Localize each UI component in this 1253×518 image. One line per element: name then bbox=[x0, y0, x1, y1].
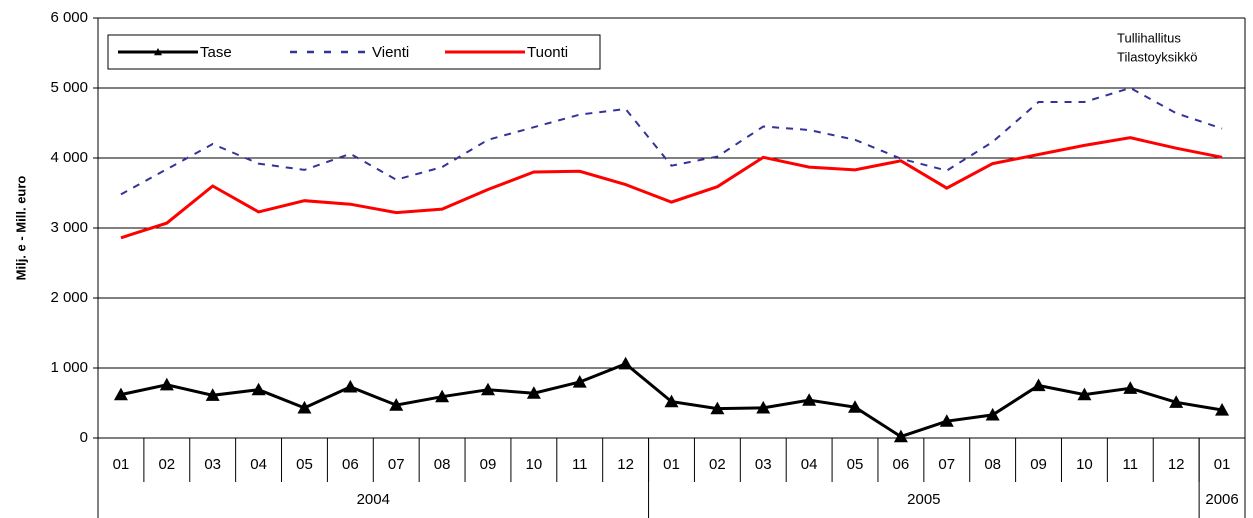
x-tick-label: 03 bbox=[755, 456, 772, 473]
legend-label: Vienti bbox=[372, 44, 409, 61]
x-tick-label: 06 bbox=[342, 456, 359, 473]
x-tick-label: 02 bbox=[709, 456, 726, 473]
x-tick-label: 01 bbox=[113, 456, 130, 473]
point-marker bbox=[985, 407, 1000, 421]
x-tick-label: 09 bbox=[480, 456, 497, 473]
x-tick-label: 10 bbox=[526, 456, 543, 473]
x-tick-label: 07 bbox=[938, 456, 955, 473]
x-tick-label: 03 bbox=[204, 456, 221, 473]
point-marker bbox=[435, 389, 450, 403]
point-marker bbox=[939, 414, 954, 427]
y-tick-label: 3 000 bbox=[50, 219, 88, 236]
x-tick-label: 05 bbox=[847, 456, 864, 473]
y-tick-label: 1 000 bbox=[50, 359, 88, 376]
y-tick-label: 0 bbox=[80, 429, 88, 446]
point-marker bbox=[526, 386, 541, 399]
annotation: Tullihallitus bbox=[1117, 30, 1181, 45]
point-marker bbox=[1031, 378, 1046, 392]
series-line bbox=[120, 136, 1223, 240]
point-marker bbox=[893, 429, 908, 443]
x-tick-label: 12 bbox=[617, 456, 634, 473]
y-tick-label: 6 000 bbox=[50, 9, 88, 26]
point-marker bbox=[113, 387, 128, 401]
group-label: 2004 bbox=[357, 491, 390, 508]
annotation: Tilastoyksikkö bbox=[1117, 49, 1197, 64]
point-marker bbox=[251, 382, 266, 396]
x-tick-label: 04 bbox=[801, 456, 818, 473]
point-marker bbox=[1169, 395, 1184, 408]
x-tick-label: 01 bbox=[663, 456, 680, 473]
y-tick-label: 4 000 bbox=[50, 149, 88, 166]
x-tick-label: 01 bbox=[1214, 456, 1231, 473]
point-marker bbox=[618, 356, 633, 370]
point-marker bbox=[572, 375, 587, 388]
group-label: 2006 bbox=[1205, 491, 1238, 508]
x-tick-label: 09 bbox=[1030, 456, 1047, 473]
legend-marker bbox=[154, 48, 162, 56]
point-marker bbox=[480, 382, 495, 396]
x-tick-label: 06 bbox=[893, 456, 910, 473]
x-tick-label: 08 bbox=[434, 456, 451, 473]
point-marker bbox=[1215, 403, 1230, 416]
point-marker bbox=[756, 400, 771, 414]
x-tick-label: 11 bbox=[1123, 456, 1139, 473]
point-marker bbox=[297, 400, 312, 414]
x-tick-label: 10 bbox=[1076, 456, 1093, 473]
x-tick-label: 02 bbox=[158, 456, 175, 473]
point-marker bbox=[1123, 381, 1138, 394]
point-marker bbox=[848, 400, 863, 413]
x-tick-label: 04 bbox=[250, 456, 267, 473]
y-axis-label: Milj. e - Mill. euro bbox=[13, 176, 28, 281]
point-marker bbox=[205, 388, 220, 401]
x-tick-label: 08 bbox=[984, 456, 1001, 473]
group-label: 2005 bbox=[907, 491, 940, 508]
x-tick-label: 12 bbox=[1168, 456, 1185, 473]
x-tick-label: 11 bbox=[572, 456, 588, 473]
x-tick-label: 07 bbox=[388, 456, 405, 473]
y-tick-label: 5 000 bbox=[50, 79, 88, 96]
point-marker bbox=[802, 393, 817, 406]
point-marker bbox=[389, 398, 404, 411]
point-marker bbox=[159, 377, 174, 391]
x-tick-label: 05 bbox=[296, 456, 313, 473]
legend-label: Tuonti bbox=[527, 44, 568, 61]
series-line bbox=[120, 86, 1223, 196]
point-marker bbox=[710, 401, 725, 415]
point-marker bbox=[664, 394, 679, 408]
y-tick-label: 2 000 bbox=[50, 289, 88, 306]
point-marker bbox=[343, 379, 358, 393]
point-marker bbox=[1077, 387, 1092, 401]
legend-label: Tase bbox=[200, 44, 232, 61]
